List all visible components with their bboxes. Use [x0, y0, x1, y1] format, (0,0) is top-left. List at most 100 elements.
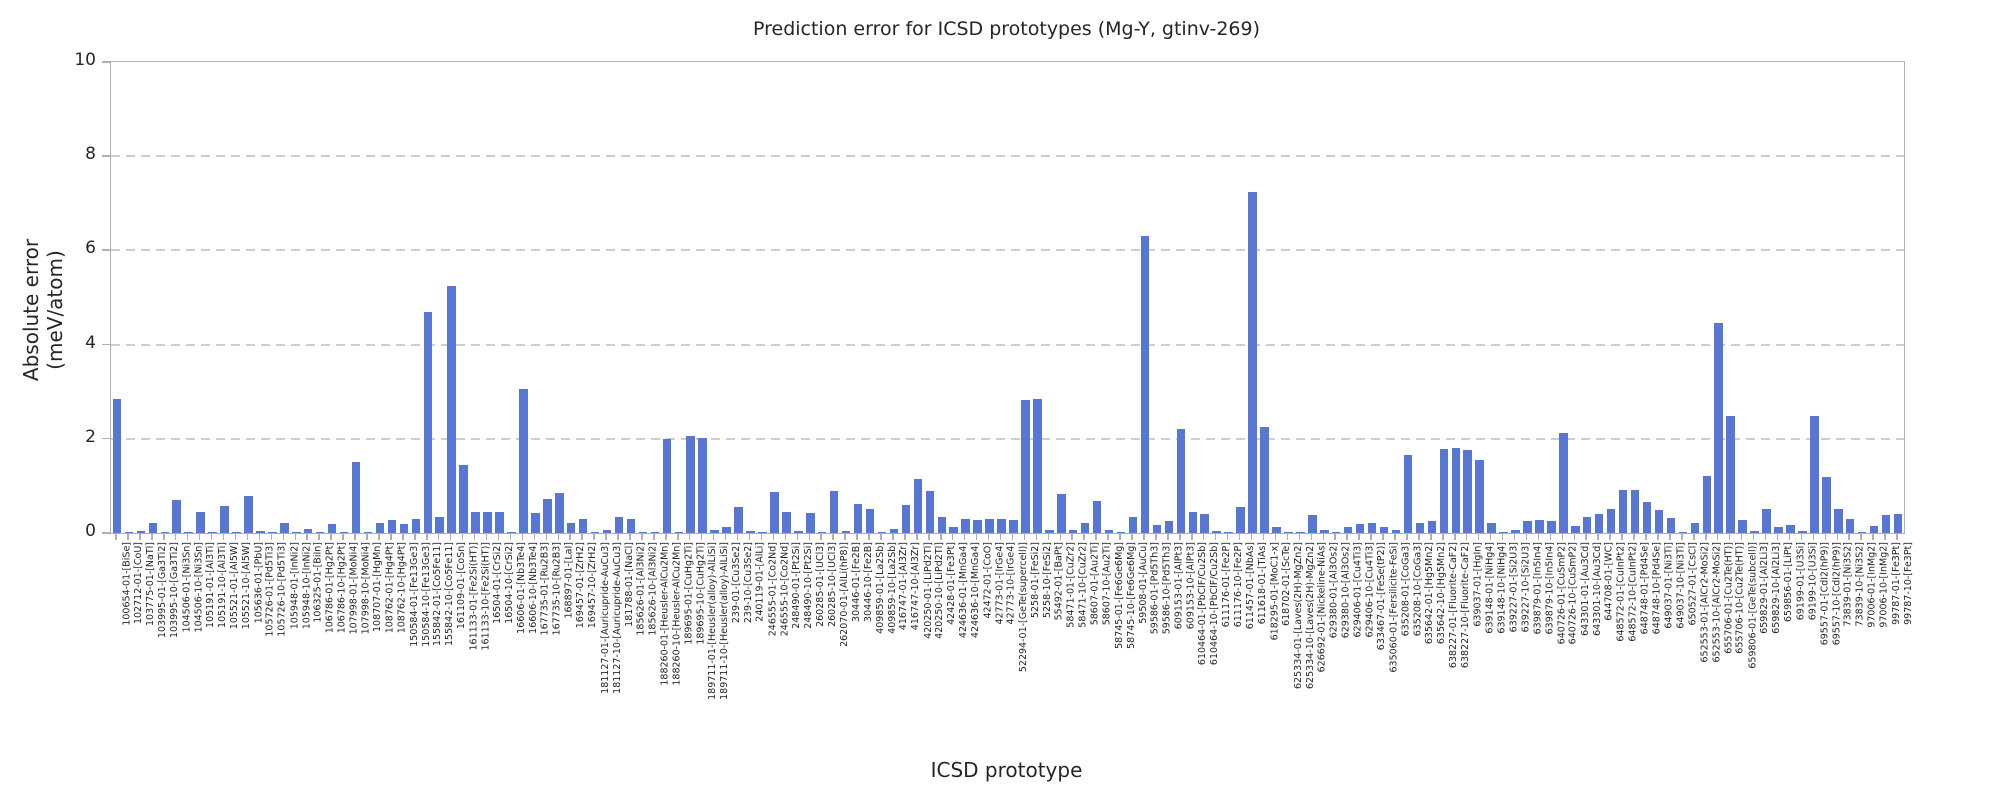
x-tick-mark	[844, 534, 846, 540]
x-tick-mark	[473, 534, 476, 540]
gridline-y-2	[111, 437, 1904, 440]
x-tick-mark	[1226, 534, 1229, 540]
x-tick-label-text: 103995-01-[Ga3Ti2]	[157, 542, 169, 639]
bar	[1499, 532, 1508, 533]
x-tick-mark	[294, 534, 297, 540]
bar	[1606, 509, 1616, 533]
bar	[148, 522, 158, 533]
x-tick-label-text: 102712-01-[CoU]	[133, 542, 145, 625]
bar	[1475, 460, 1484, 533]
bar	[1857, 532, 1867, 533]
x-tick-label-text: 652553-10-[AlCr2-MoSi2]	[1711, 542, 1723, 663]
x-tick-mark	[1382, 534, 1384, 540]
x-tick-label-text: 5258-10-[FeSi2]	[1041, 542, 1053, 619]
bar	[782, 511, 791, 533]
bar	[244, 496, 253, 533]
x-tick-mark	[940, 534, 942, 540]
x-tick-label-text: 161133-10-[Fe2Si(HT)]	[480, 542, 492, 651]
x-tick-label-text: 105948-10-[InNi2]	[300, 542, 312, 630]
x-tick-mark	[1155, 534, 1157, 540]
bar	[1582, 516, 1592, 533]
x-tick-label-text: 188260-01-[Heusler-AlCu2Mn]	[659, 542, 671, 686]
x-tick-mark	[688, 534, 691, 540]
bar	[1140, 236, 1150, 533]
x-tick-label-text: 611618-01-[TiAs]	[1257, 542, 1269, 625]
x-tick-mark	[461, 534, 464, 540]
x-tick-mark	[1131, 534, 1133, 540]
x-tick-mark	[1669, 534, 1671, 540]
x-tick-mark	[1071, 534, 1073, 540]
x-tick-label-text: 652553-01-[AlCr2-MoSi2]	[1699, 542, 1711, 663]
x-tick-label-text: 100654-01-[BiSe]	[121, 542, 133, 626]
x-tick-label-text: 609153-01-[AlPt3]	[1173, 542, 1185, 630]
x-tick-mark	[569, 534, 571, 540]
bar	[1511, 529, 1520, 533]
x-tick-label-text: 610464-01-[PbClF/Cu2Sb]	[1197, 542, 1209, 666]
x-tick-label-text: 629380-01-[Al3Os2]	[1328, 542, 1340, 639]
x-tick-mark	[1095, 534, 1097, 540]
x-tick-label-text: 409859-10-[La2Sb]	[886, 542, 898, 634]
x-tick-label-text: 648572-01-[CuInPt2]	[1615, 542, 1627, 642]
bar	[1284, 532, 1293, 533]
bar	[734, 507, 743, 533]
x-tick-label-text: 42472-01-[CoO]	[982, 542, 994, 619]
x-tick-label-text: 106325-01-[BiIn]	[312, 542, 324, 623]
bar	[1248, 191, 1257, 533]
x-tick-label-text: 189695-01-[CuHg2Ti]	[683, 542, 695, 645]
bar	[1379, 526, 1389, 533]
x-tick-label-text: 248490-10-[Pt2Si]	[802, 542, 814, 629]
x-tick-label-text: 246555-10-[Co2Nd]	[778, 542, 790, 637]
x-tick-mark	[437, 534, 440, 540]
bar	[375, 522, 385, 533]
bar	[363, 532, 373, 533]
x-tick-mark	[1860, 534, 1862, 540]
bar	[1164, 521, 1174, 533]
bar	[566, 522, 576, 533]
x-tick-label-text: 155842-10-[Co5Fe11]	[444, 542, 456, 646]
x-tick-mark	[186, 534, 189, 540]
bar	[351, 462, 361, 533]
bar	[877, 532, 887, 533]
bar	[794, 531, 803, 533]
y-tick-mark	[102, 343, 110, 346]
x-tick-label-text: 161109-01-[CoSn]	[456, 542, 468, 630]
x-tick-label-text: 150584-10-[Fe13Ge3]	[420, 542, 432, 647]
x-tick-label-text: 167735-01-[Ru2B3]	[539, 542, 551, 636]
bar	[1320, 529, 1329, 533]
x-tick-label-text: 167735-10-[Ru2B3]	[551, 542, 563, 636]
x-tick-mark	[163, 534, 165, 540]
x-tick-mark	[1513, 534, 1516, 540]
x-tick-mark	[784, 534, 787, 540]
x-tick-label-text: 42773-01-[IrGe4]	[994, 542, 1006, 625]
x-tick-mark	[402, 534, 404, 540]
x-tick-label-text: 105521-01-[Al5W]	[229, 542, 241, 630]
x-tick-mark	[951, 534, 954, 540]
bar	[1045, 529, 1054, 533]
x-tick-label-text: 69199-10-[U3Si]	[1806, 542, 1818, 621]
bar	[471, 511, 480, 533]
x-tick-mark	[545, 534, 548, 540]
x-tick-mark	[1633, 534, 1635, 540]
x-tick-mark	[234, 534, 237, 540]
x-tick-mark	[1023, 534, 1026, 540]
x-tick-label-text: 659829-01-[Al2Li3]	[1759, 542, 1771, 634]
bar	[1630, 489, 1640, 533]
bar	[196, 511, 205, 533]
x-tick-label-text: 105636-01-[PbU]	[252, 542, 264, 624]
x-tick-label-text: 59586-01-[Pd5Th3]	[1149, 542, 1161, 635]
x-tick-mark	[198, 534, 201, 540]
bar	[997, 518, 1006, 533]
x-tick-label-text: 248490-01-[Pt2Si]	[790, 542, 802, 629]
bar	[913, 478, 923, 533]
x-tick-mark	[449, 534, 452, 540]
x-tick-label-text: 30446-10-[Fe2B]	[862, 542, 874, 622]
x-tick-mark	[426, 534, 428, 540]
x-tick-mark	[1370, 534, 1372, 540]
x-tick-label-text: 625334-01-[Laves(2H)-MgZn2]	[1292, 542, 1304, 689]
x-tick-label-text: 69557-01-[CdI2(hP9)]	[1818, 542, 1830, 646]
y-tick-label: 4	[85, 332, 96, 353]
x-tick-label-text: 161133-01-[Fe2Si(HT)]	[468, 542, 480, 651]
x-tick-label-text: 643301-01-[Au3Cd]	[1579, 542, 1591, 636]
x-tick-label-text: 58607-10-[Au2Ti]	[1101, 542, 1113, 626]
x-axis-label: ICSD prototype	[930, 758, 1083, 782]
